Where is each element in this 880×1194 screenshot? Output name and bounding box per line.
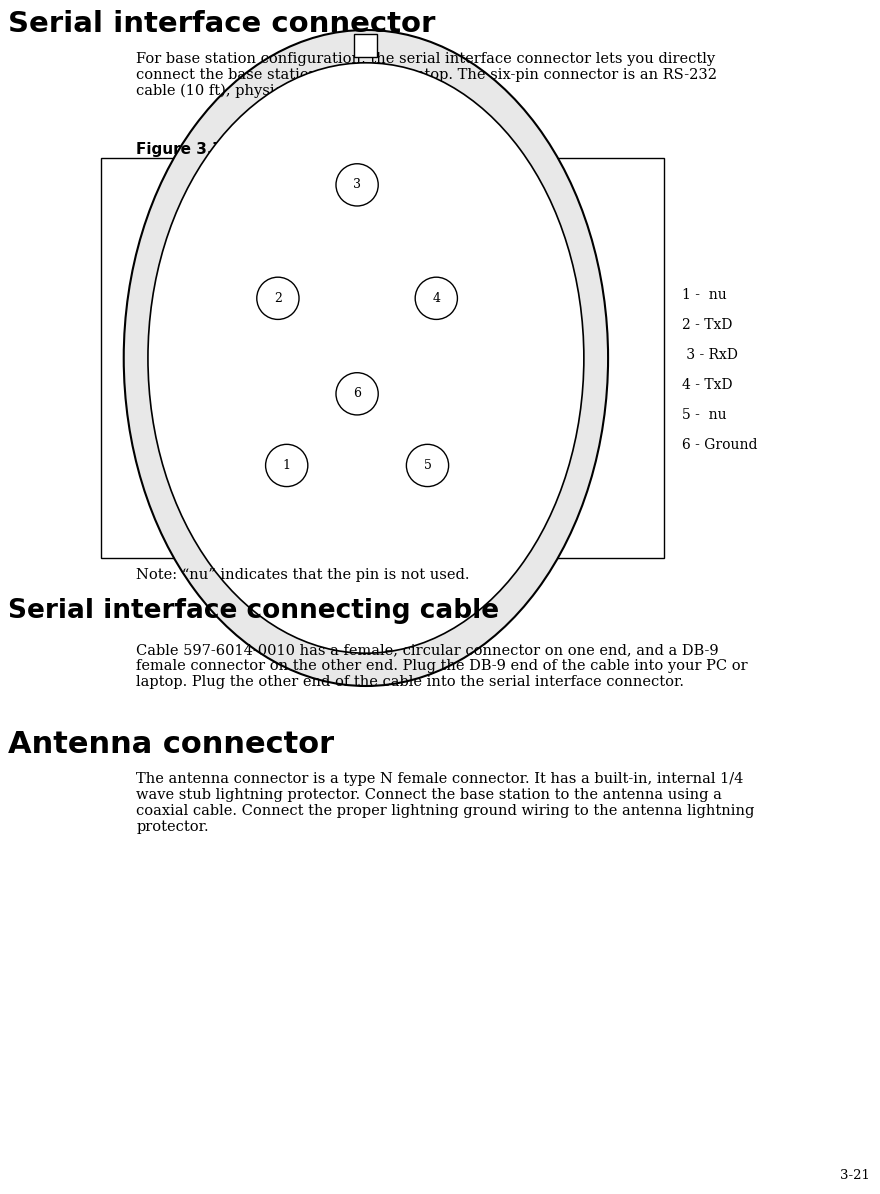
Text: Note: “nu” indicates that the pin is not used.: Note: “nu” indicates that the pin is not… (136, 568, 470, 581)
Circle shape (415, 277, 458, 320)
Text: Figure 3.7  Serial interface connector: Figure 3.7 Serial interface connector (136, 142, 458, 156)
Text: female connector on the other end. Plug the DB-9 end of the cable into your PC o: female connector on the other end. Plug … (136, 659, 748, 673)
Text: Serial interface connector: Serial interface connector (8, 10, 436, 38)
Circle shape (407, 444, 449, 487)
Text: 2 - TxD: 2 - TxD (682, 318, 732, 332)
Text: 1: 1 (282, 458, 290, 472)
Circle shape (266, 444, 308, 487)
Text: 5: 5 (423, 458, 431, 472)
Text: 6: 6 (353, 387, 361, 400)
Ellipse shape (148, 63, 583, 653)
Text: connect the base station to a PC or laptop. The six-pin connector is an RS-232: connect the base station to a PC or lapt… (136, 68, 717, 82)
Circle shape (336, 164, 378, 207)
Text: coaxial cable. Connect the proper lightning ground wiring to the antenna lightni: coaxial cable. Connect the proper lightn… (136, 804, 755, 818)
Text: Antenna connector: Antenna connector (8, 730, 334, 759)
Bar (101, 158, 664, 558)
Circle shape (257, 277, 299, 320)
Ellipse shape (124, 30, 608, 687)
Text: Cable 597-6014-0010 has a female, circular connector on one end, and a DB-9: Cable 597-6014-0010 has a female, circul… (136, 644, 719, 657)
Text: 1 -  nu: 1 - nu (682, 288, 727, 302)
Text: 3-21: 3-21 (840, 1169, 870, 1182)
Text: cable (10 ft), physical interface.: cable (10 ft), physical interface. (136, 84, 372, 98)
Text: 6 - Ground: 6 - Ground (682, 438, 758, 453)
Bar (355, 33, 378, 57)
Text: For base station configuration, the serial interface connector lets you directly: For base station configuration, the seri… (136, 53, 715, 66)
Text: Serial interface connecting cable: Serial interface connecting cable (8, 598, 499, 624)
Text: protector.: protector. (136, 820, 209, 833)
Text: wave stub lightning protector. Connect the base station to the antenna using a: wave stub lightning protector. Connect t… (136, 788, 722, 802)
Text: 2: 2 (274, 291, 282, 304)
Circle shape (336, 373, 378, 416)
Text: The antenna connector is a type N female connector. It has a built-in, internal : The antenna connector is a type N female… (136, 773, 744, 786)
Text: 4 - TxD: 4 - TxD (682, 378, 732, 392)
Text: laptop. Plug the other end of the cable into the serial interface connector.: laptop. Plug the other end of the cable … (136, 675, 685, 689)
Text: 5 -  nu: 5 - nu (682, 408, 727, 421)
Text: 4: 4 (432, 291, 440, 304)
Text: 3 - RxD: 3 - RxD (682, 347, 737, 362)
Text: 3: 3 (353, 178, 361, 191)
